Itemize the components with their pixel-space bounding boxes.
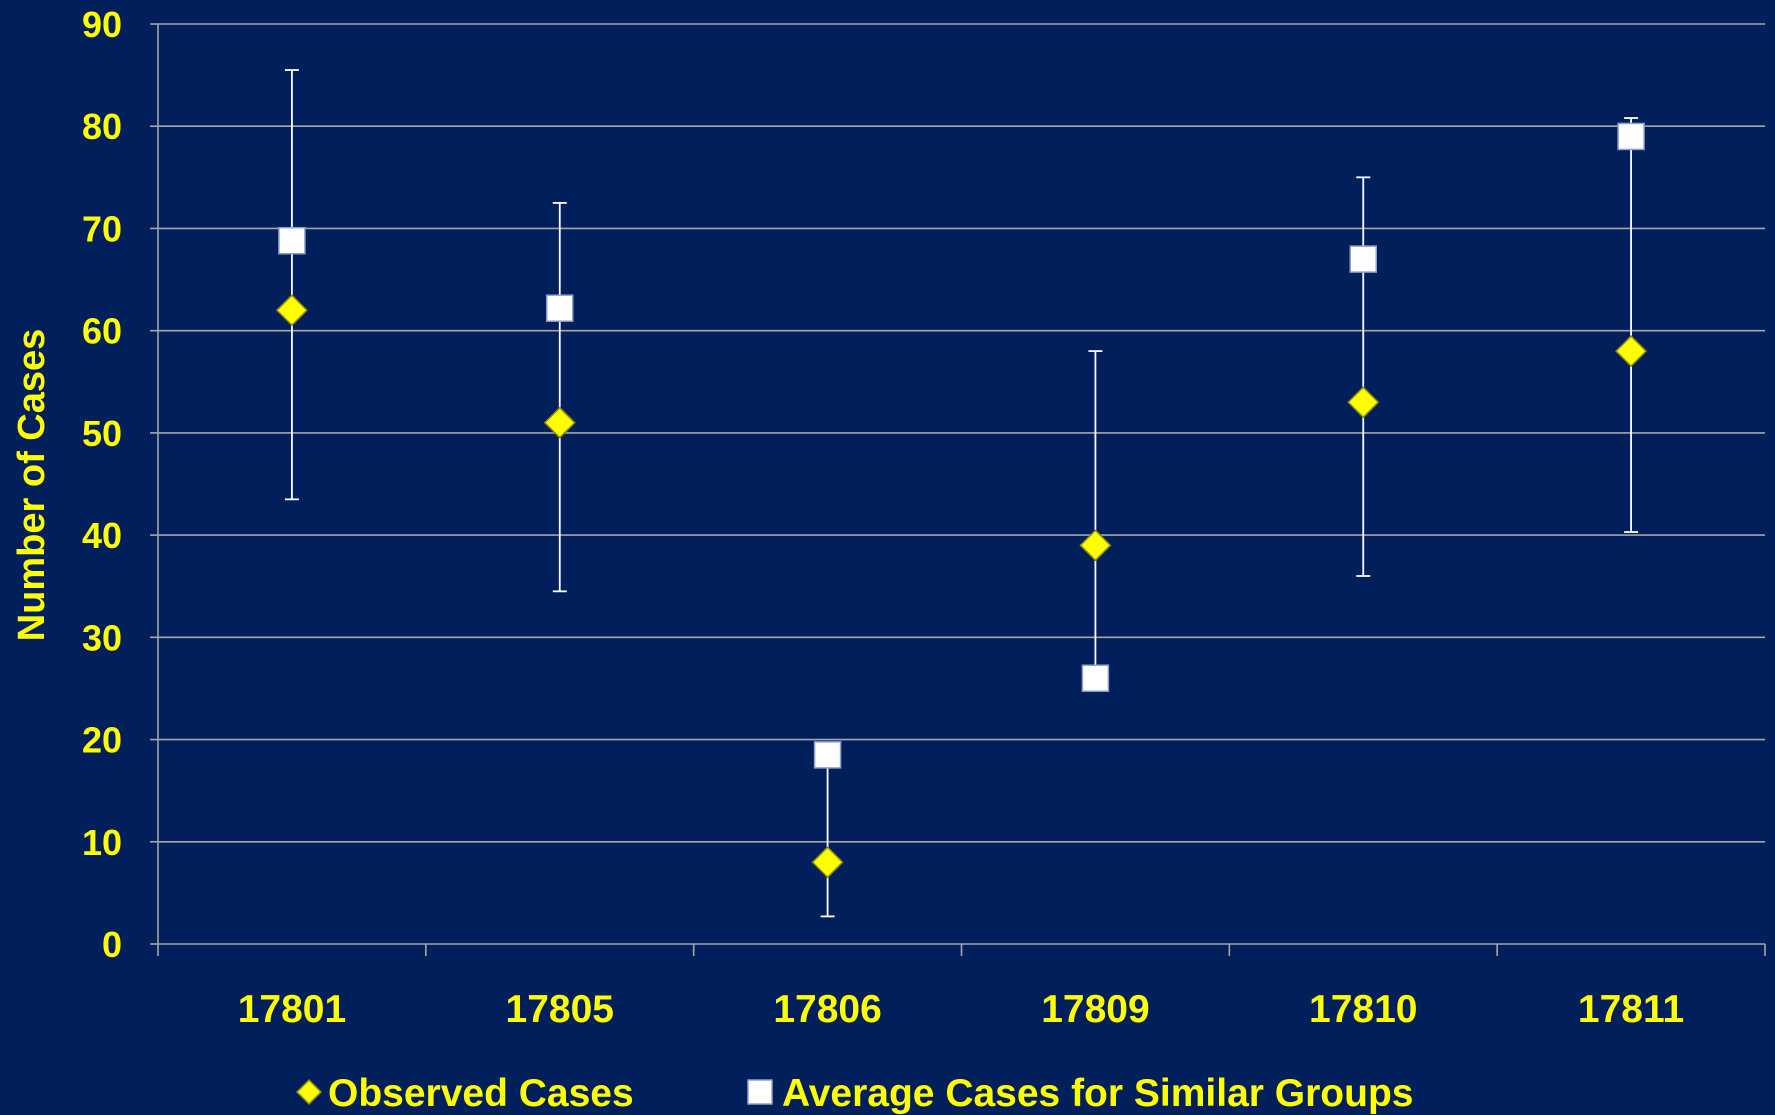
y-tick-label: 60: [82, 311, 122, 352]
y-tick-label: 70: [82, 208, 122, 249]
legend-label-average: Average Cases for Similar Groups: [782, 1072, 1413, 1115]
markers: [275, 122, 1648, 879]
y-tick-label: 0: [102, 924, 122, 965]
x-tick-label: 17809: [1041, 988, 1149, 1031]
x-tick-label: 17806: [773, 988, 881, 1031]
axes: [150, 23, 1766, 956]
y-tick-label: 50: [82, 413, 122, 454]
legend-square-icon: [747, 1079, 773, 1105]
observed-cases-marker: [1347, 386, 1380, 419]
y-tick-label: 90: [82, 4, 122, 45]
average-cases-marker: [1349, 245, 1377, 273]
legend: Observed Cases Average Cases for Similar …: [295, 1072, 1413, 1115]
average-cases-marker: [1617, 122, 1645, 151]
legend-label-observed: Observed Cases: [328, 1072, 634, 1115]
observed-cases-marker: [1615, 335, 1648, 368]
observed-cases-marker: [275, 294, 308, 327]
observed-cases-marker: [1079, 529, 1112, 562]
average-cases-marker: [278, 226, 306, 255]
y-tick-label: 30: [82, 617, 122, 658]
y-tick-label: 10: [82, 822, 122, 863]
average-cases-marker: [546, 294, 574, 322]
legend-diamond-icon: [295, 1078, 323, 1106]
y-axis-label: Number of Cases: [11, 329, 53, 642]
y-tick-label: 80: [82, 106, 122, 147]
x-tick-label: 17810: [1309, 988, 1417, 1031]
error-bars: [284, 69, 1639, 918]
tick-labels: 0 10 20 30 40 50 60 70 80 90 17801 17805 17806 17809 1…: [82, 4, 1684, 1031]
gridlines: [158, 23, 1765, 843]
y-tick-label: 40: [82, 515, 122, 556]
y-tick-label: 20: [82, 720, 122, 761]
x-tick-label: 17805: [506, 988, 614, 1031]
observed-cases-marker: [543, 406, 576, 439]
observed-cases-marker: [811, 846, 844, 879]
average-cases-marker: [1081, 664, 1110, 692]
average-cases-marker: [813, 741, 842, 769]
x-tick-label: 17801: [238, 988, 346, 1031]
x-tick-label: 17811: [1578, 988, 1684, 1031]
